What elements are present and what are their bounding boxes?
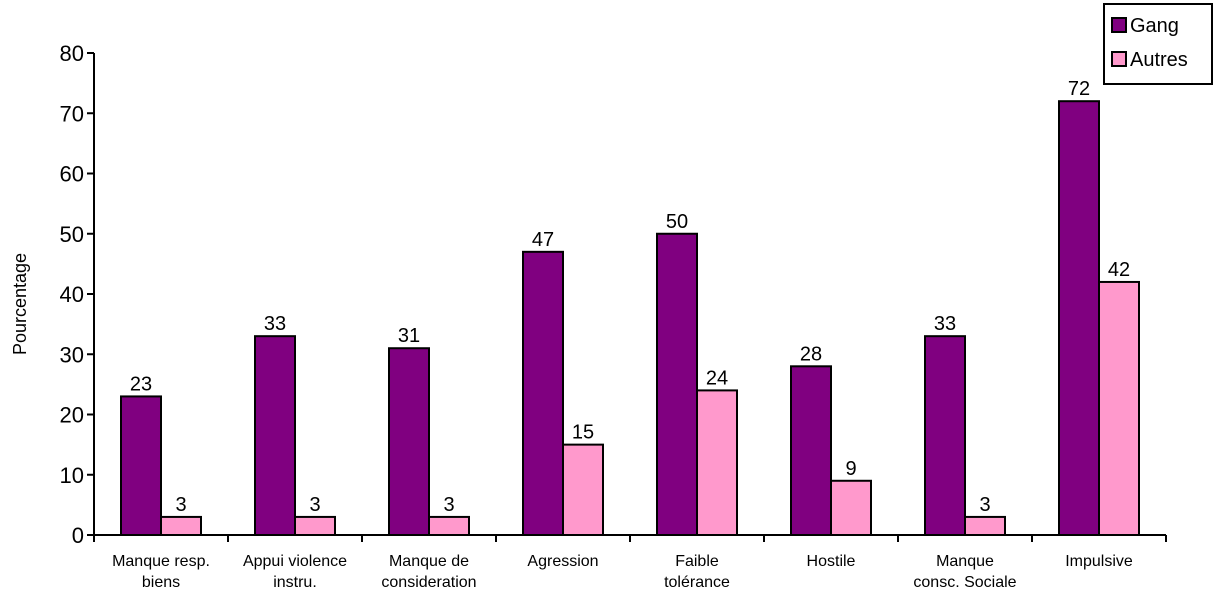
x-ticks-layer: Manque resp. biens Appui violence instru. Ma… xyxy=(93,535,1167,591)
data-label-autres: 15 xyxy=(572,422,594,444)
data-label-autres: 24 xyxy=(706,367,728,389)
x-tick-label-line: biens xyxy=(142,574,180,591)
y-tick-label: 80 xyxy=(60,41,84,66)
y-axis-label: Pourcentage xyxy=(10,253,30,355)
data-label-gang: 72 xyxy=(1068,78,1090,100)
bar-autres xyxy=(696,389,738,536)
legend-swatch-autres xyxy=(1111,51,1127,67)
bar-autres xyxy=(428,515,470,536)
y-tick-label: 10 xyxy=(60,463,84,488)
bar-gang xyxy=(790,365,832,536)
x-tick-label-line: Appui violence xyxy=(243,553,347,570)
bar-autres xyxy=(160,515,202,536)
x-tick-label: Faible tolérance xyxy=(664,553,730,591)
x-tick-label-line: Impulsive xyxy=(1065,553,1133,570)
data-label-autres: 3 xyxy=(175,494,186,516)
legend-label-gang: Gang xyxy=(1130,15,1179,37)
x-tick-label-line: consc. Sociale xyxy=(913,574,1016,591)
x-tick-label: Appui violence instru. xyxy=(243,553,347,591)
x-tick-label-line: Manque xyxy=(936,553,994,570)
legend: Gang Autres xyxy=(1103,3,1213,85)
data-label-autres: 42 xyxy=(1108,259,1130,281)
x-tick-label-line: Faible xyxy=(675,553,719,570)
x-tick-label: Manque de consideration xyxy=(381,553,476,591)
data-label-gang: 50 xyxy=(666,211,688,233)
y-tick-label: 70 xyxy=(60,101,84,126)
data-label-autres: 9 xyxy=(845,458,856,480)
y-tick-label: 20 xyxy=(60,403,84,428)
y-tick-label: 60 xyxy=(60,162,84,187)
data-label-autres: 3 xyxy=(979,494,990,516)
x-tick-label-line: Manque resp. xyxy=(112,553,210,570)
x-tick-label-line: consideration xyxy=(381,574,476,591)
legend-swatch-gang xyxy=(1111,17,1127,33)
x-tick-label-line: tolérance xyxy=(664,574,730,591)
bar-gang xyxy=(656,232,698,536)
bar-gang xyxy=(522,250,564,536)
bar-gang xyxy=(254,335,296,536)
bars-layer xyxy=(120,100,1140,537)
x-tick-label: Agression xyxy=(527,553,598,570)
y-tick-label: 30 xyxy=(60,342,84,367)
data-label-autres: 3 xyxy=(443,494,454,516)
x-tick-label-line: Agression xyxy=(527,553,598,570)
data-label-gang: 33 xyxy=(934,313,956,335)
x-tick-label: Manque resp. biens xyxy=(112,553,210,591)
y-tick-label: 40 xyxy=(60,282,84,307)
bar-autres xyxy=(562,443,604,536)
bar-autres xyxy=(830,479,872,536)
bar-gang xyxy=(924,335,966,536)
x-tick-label-line: Manque de xyxy=(389,553,469,570)
x-tick-label-line: instru. xyxy=(273,574,317,591)
data-label-gang: 33 xyxy=(264,313,286,335)
data-label-gang: 47 xyxy=(532,229,554,251)
data-label-gang: 28 xyxy=(800,343,822,365)
bar-autres xyxy=(1098,280,1140,537)
y-tick-label: 0 xyxy=(72,523,84,548)
bar-gang xyxy=(1058,100,1100,536)
data-label-gang: 23 xyxy=(130,373,152,395)
bar-gang xyxy=(388,347,430,536)
data-label-autres: 3 xyxy=(309,494,320,516)
bar-gang xyxy=(120,395,162,536)
data-label-gang: 31 xyxy=(398,325,420,347)
bar-autres xyxy=(964,515,1006,536)
x-tick-label: Impulsive xyxy=(1065,553,1133,570)
x-tick-label: Manque consc. Sociale xyxy=(913,553,1016,591)
bar-autres xyxy=(294,515,336,536)
x-tick-label-line: Hostile xyxy=(807,553,856,570)
y-tick-label: 50 xyxy=(60,222,84,247)
legend-label-autres: Autres xyxy=(1130,49,1188,71)
x-tick-label: Hostile xyxy=(807,553,856,570)
y-ticks-layer: 0 10 20 30 40 50 60 70 80 xyxy=(60,41,94,548)
